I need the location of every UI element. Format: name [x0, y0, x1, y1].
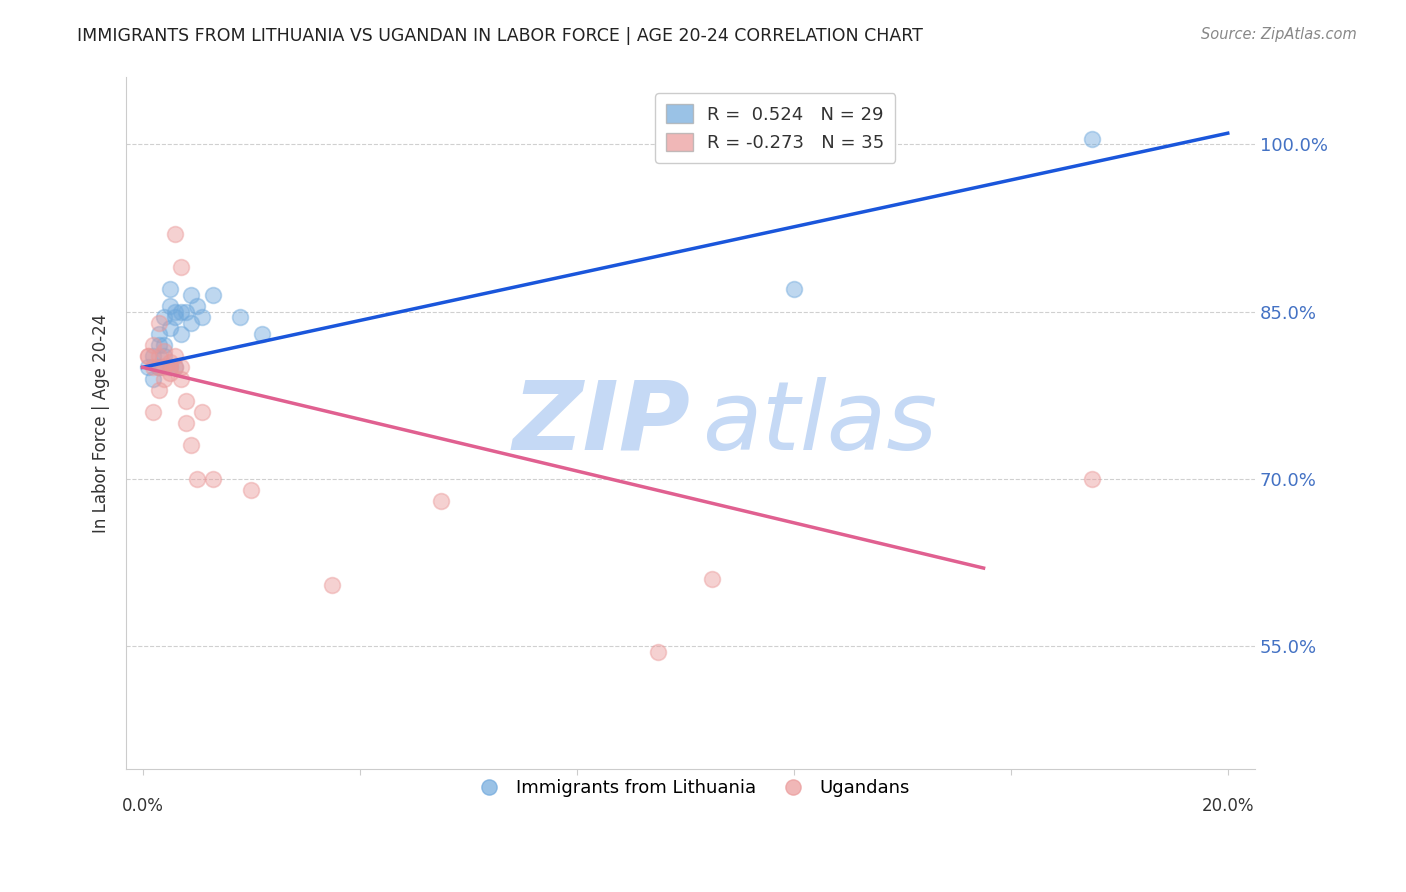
Text: 0.0%: 0.0% [122, 797, 163, 814]
Text: IMMIGRANTS FROM LITHUANIA VS UGANDAN IN LABOR FORCE | AGE 20-24 CORRELATION CHAR: IMMIGRANTS FROM LITHUANIA VS UGANDAN IN … [77, 27, 924, 45]
Point [430, 494, 453, 508]
Text: 20.0%: 20.0% [1202, 797, 1254, 814]
Point [142, 371, 165, 385]
Legend: Immigrants from Lithuania, Ugandans: Immigrants from Lithuania, Ugandans [464, 772, 917, 805]
Point [174, 393, 197, 408]
Point [142, 349, 165, 363]
Point [702, 572, 724, 586]
Point [229, 310, 252, 325]
Point [153, 338, 176, 352]
Point [202, 472, 225, 486]
Point [169, 260, 191, 274]
Point [186, 299, 208, 313]
Text: ZIP: ZIP [513, 376, 690, 469]
Point [169, 371, 191, 385]
Text: Source: ZipAtlas.com: Source: ZipAtlas.com [1201, 27, 1357, 42]
Point [148, 326, 170, 341]
Point [250, 326, 273, 341]
Point [153, 371, 176, 385]
Point [159, 355, 181, 369]
Point [159, 366, 181, 380]
Point [142, 338, 165, 352]
Text: atlas: atlas [702, 376, 936, 469]
Point [165, 304, 187, 318]
Point [153, 360, 176, 375]
Point [321, 578, 343, 592]
Point [169, 304, 191, 318]
Point [191, 405, 214, 419]
Point [186, 472, 208, 486]
Point [153, 349, 176, 363]
Point [782, 282, 804, 296]
Point [159, 360, 181, 375]
Point [240, 483, 263, 497]
Point [169, 360, 191, 375]
Point [148, 349, 170, 363]
Point [148, 316, 170, 330]
Point [136, 360, 159, 375]
Point [174, 416, 197, 430]
Point [148, 383, 170, 397]
Point [174, 304, 197, 318]
Point [148, 360, 170, 375]
Point [180, 438, 202, 452]
Point [159, 299, 181, 313]
Point [647, 645, 669, 659]
Point [191, 310, 214, 325]
Point [153, 310, 176, 325]
Point [148, 360, 170, 375]
Point [165, 360, 187, 375]
Point [153, 343, 176, 358]
Point [180, 288, 202, 302]
Point [142, 360, 165, 375]
Point [1081, 132, 1104, 146]
Point [165, 310, 187, 325]
Point [165, 349, 187, 363]
Y-axis label: In Labor Force | Age 20-24: In Labor Force | Age 20-24 [93, 313, 110, 533]
Point [136, 349, 159, 363]
Point [136, 349, 159, 363]
Point [148, 360, 170, 375]
Point [165, 227, 187, 241]
Point [159, 282, 181, 296]
Point [142, 405, 165, 419]
Point [169, 326, 191, 341]
Point [148, 338, 170, 352]
Point [159, 321, 181, 335]
Point [165, 360, 187, 375]
Point [159, 360, 181, 375]
Point [180, 316, 202, 330]
Point [1081, 472, 1104, 486]
Point [202, 288, 225, 302]
